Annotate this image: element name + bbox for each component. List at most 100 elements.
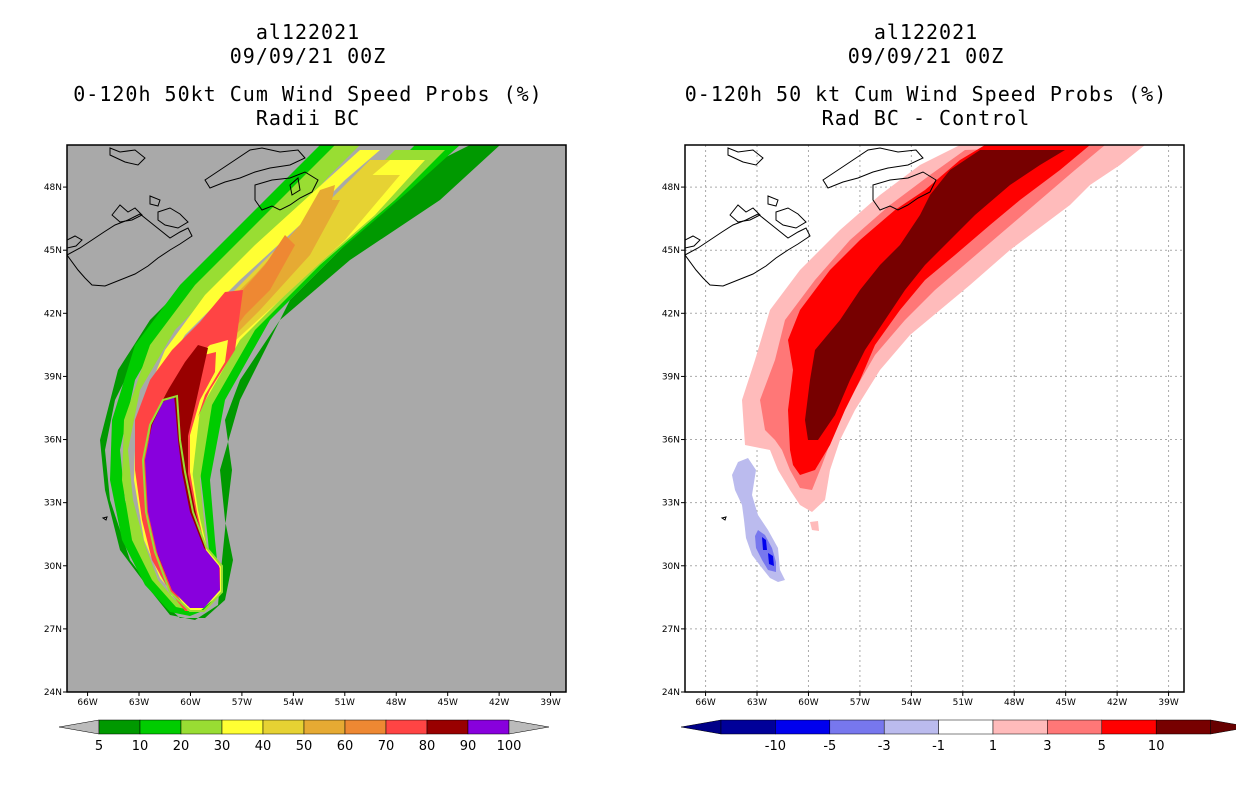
right-x-tick-label: 51W	[953, 698, 973, 708]
right-panel-title: al122021 09/09/21 00Z 0-120h 50 kt Cum W…	[646, 20, 1206, 130]
left-x-tick-label: 63W	[129, 698, 149, 708]
left-colorbar-label: 40	[255, 739, 272, 754]
left-x-tick-label: 45W	[438, 698, 458, 708]
right-colorbar-label: 5	[1098, 739, 1106, 754]
colorbars: 5 10 20 30 40 50 60 70 80 90 100 -10 -5 -3 -1 1 3 5 10	[58, 719, 1236, 754]
left-x-tick-label: 42W	[489, 698, 509, 708]
left-colorbar-segment	[467, 719, 510, 735]
right-colorbar-segment	[775, 719, 831, 735]
prob-contour-30	[134, 150, 425, 606]
diff-contour-1	[742, 145, 1145, 512]
left-y-tick-label: 24N	[44, 688, 62, 698]
left-colorbar-segment	[385, 719, 428, 735]
right-y-tick-label: 45N	[662, 246, 680, 256]
left-x-tick-label: 51W	[335, 698, 355, 708]
right-colorbar-label: -3	[878, 739, 891, 754]
left-colorbar-segment	[262, 719, 305, 735]
diff-contour-neg5b	[768, 553, 774, 566]
right-colorbar-high-arrow	[1210, 719, 1236, 735]
left-y-tick-label: 27N	[44, 625, 62, 635]
right-colorbar-segment	[992, 719, 1048, 735]
left-panel-title: al122021 09/09/21 00Z 0-120h 50kt Cum Wi…	[28, 20, 588, 130]
left-coastline	[67, 147, 319, 521]
right-colorbar-label: 3	[1043, 739, 1051, 754]
left-colorbar-label: 10	[132, 739, 149, 754]
left-colorbar-segment	[426, 719, 469, 735]
left-probability-map: 66W 63W 60W 57W 54W 51W 48W 45W 42W 39W 24N 27N 30N 3…	[44, 144, 567, 708]
left-init-time: 09/09/21 00Z	[229, 44, 387, 68]
right-product-title: 0-120h 50 kt Cum Wind Speed Probs (%)	[684, 82, 1168, 106]
left-colorbar-segment	[221, 719, 264, 735]
left-storm-id: al122021	[255, 20, 361, 44]
prob-contour-100	[145, 396, 220, 608]
right-colorbar-label: 1	[989, 739, 997, 754]
left-x-tick-label: 66W	[77, 698, 97, 708]
left-y-tick-label: 48N	[44, 183, 62, 193]
left-colorbar-segment	[180, 719, 223, 735]
left-subtitle: Radii BC	[255, 106, 361, 130]
left-colorbar-segment	[344, 719, 387, 735]
right-colorbar-label: 10	[1148, 739, 1165, 754]
left-colorbar-label: 50	[296, 739, 313, 754]
right-subtitle: Rad BC - Control	[821, 106, 1031, 130]
right-x-tick-label: 66W	[695, 698, 715, 708]
right-x-tick-label: 39W	[1158, 698, 1178, 708]
prob-contour-100-edge	[141, 394, 223, 612]
left-colorbar-label: 20	[173, 739, 190, 754]
left-y-tick-label: 42N	[44, 309, 62, 319]
right-colorbar-label: -5	[823, 739, 836, 754]
right-y-tick-label: 48N	[662, 183, 680, 193]
left-colorbar-label: 80	[419, 739, 436, 754]
right-y-tick-label: 33N	[662, 499, 680, 509]
right-init-time: 09/09/21 00Z	[847, 44, 1005, 68]
left-colorbar-label: 100	[497, 739, 522, 754]
left-x-tick-label: 54W	[283, 698, 303, 708]
diff-contour-neg5	[762, 537, 767, 550]
left-colorbar-segment	[139, 719, 182, 735]
right-colorbar: -10 -5 -3 -1 1 3 5 10	[680, 719, 1236, 754]
diff-contour-10	[805, 150, 1065, 440]
right-colorbar-label: -10	[765, 739, 786, 754]
left-colorbar-label: 90	[460, 739, 477, 754]
left-y-tick-label: 39N	[44, 372, 62, 382]
left-x-tick-label: 60W	[180, 698, 200, 708]
left-colorbar-segment	[303, 719, 346, 735]
left-x-tick-label: 48W	[386, 698, 406, 708]
right-colorbar-segment	[1101, 719, 1157, 735]
left-product-title: 0-120h 50kt Cum Wind Speed Probs (%)	[73, 82, 543, 106]
right-x-tick-label: 63W	[747, 698, 767, 708]
right-colorbar-segment	[829, 719, 885, 735]
right-colorbar-segment	[1155, 719, 1211, 735]
left-colorbar-label: 30	[214, 739, 231, 754]
right-colorbar-segment	[938, 719, 994, 735]
right-colorbar-segment	[883, 719, 939, 735]
right-x-tick-label: 57W	[850, 698, 870, 708]
right-y-tick-label: 36N	[662, 436, 680, 446]
left-x-tick-label: 57W	[232, 698, 252, 708]
right-colorbar-segment	[720, 719, 776, 735]
right-x-tick-label: 54W	[901, 698, 921, 708]
prob-contour-10	[110, 145, 460, 616]
right-y-tick-label: 24N	[662, 688, 680, 698]
left-y-tick-label: 45N	[44, 246, 62, 256]
left-colorbar-label: 5	[95, 739, 103, 754]
left-y-tick-label: 30N	[44, 562, 62, 572]
left-y-tick-label: 36N	[44, 436, 62, 446]
left-colorbar: 5 10 20 30 40 50 60 70 80 90 100	[58, 719, 550, 754]
right-x-tick-label: 42W	[1107, 698, 1127, 708]
left-colorbar-label: 70	[378, 739, 395, 754]
left-y-tick-label: 33N	[44, 499, 62, 509]
right-difference-map: 66W 63W 60W 57W 54W 51W 48W 45W 42W 39W 24N 27N 30N 3…	[662, 144, 1185, 708]
right-coastline	[685, 147, 937, 521]
right-colorbar-segment	[1047, 719, 1103, 735]
right-x-tick-label: 48W	[1004, 698, 1024, 708]
left-colorbar-low-arrow	[58, 719, 100, 735]
right-y-tick-label: 42N	[662, 309, 680, 319]
right-x-tick-label: 45W	[1056, 698, 1076, 708]
right-y-tick-label: 39N	[662, 372, 680, 382]
right-storm-id: al122021	[873, 20, 979, 44]
right-x-tick-label: 60W	[798, 698, 818, 708]
left-colorbar-high-arrow	[508, 719, 550, 735]
right-colorbar-label: -1	[932, 739, 945, 754]
right-colorbar-low-arrow	[680, 719, 722, 735]
